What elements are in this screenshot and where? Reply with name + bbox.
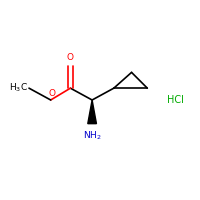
Text: NH$_2$: NH$_2$ xyxy=(83,129,101,142)
Text: HCl: HCl xyxy=(167,95,183,105)
Polygon shape xyxy=(88,100,96,124)
Text: O: O xyxy=(67,53,74,62)
Text: H$_3$C: H$_3$C xyxy=(9,82,28,94)
Text: O: O xyxy=(48,89,55,98)
